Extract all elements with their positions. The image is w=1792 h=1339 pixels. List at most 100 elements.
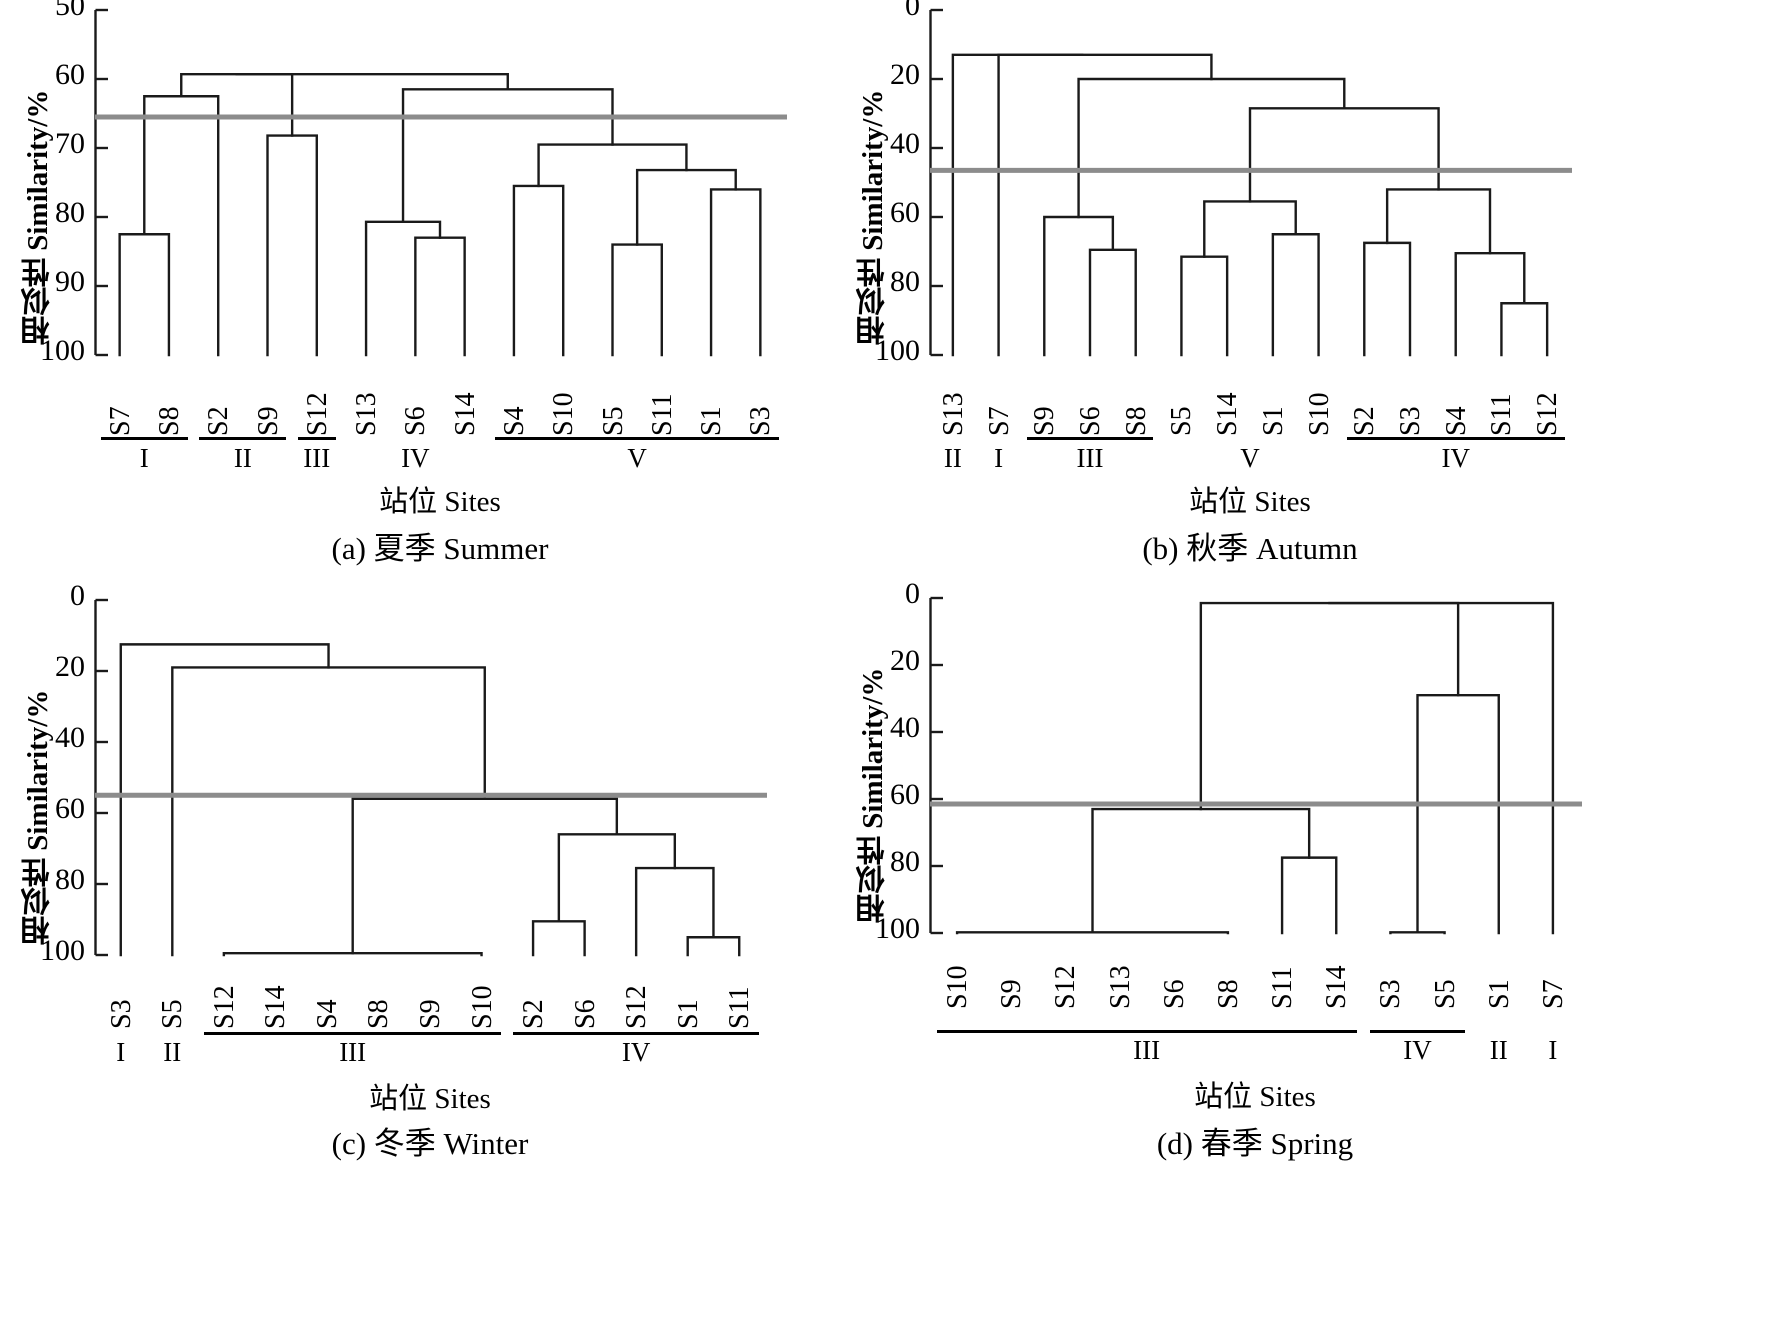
group-label-b-IV: IV [1441,443,1470,473]
leaf-label-c-5: S8 [363,999,395,1029]
y-tick-c-80: 80 [55,863,85,896]
y-tick-a-70: 70 [55,127,85,160]
group-label-a-V: V [627,443,647,473]
group-bar-a-I [100,437,188,440]
leaf-label-c-9: S6 [569,999,601,1029]
leaf-label-d-7: S14 [1321,965,1353,1009]
panel-caption-d: (d) 春季 Spring [1156,1126,1354,1161]
leaf-label-c-10: S12 [621,985,653,1029]
leaf-label-a-11: S11 [646,393,678,436]
leaf-label-b-10: S3 [1395,406,1426,436]
leaf-label-b-9: S2 [1349,406,1381,436]
leaf-label-a-8: S4 [498,406,530,436]
x-axis-title-d: 站位 Sites [1194,1081,1316,1113]
leaf-label-d-11: S7 [1537,979,1569,1009]
y-tick-a-60: 60 [55,58,85,91]
group-label-c-II: II [163,1037,182,1067]
leaf-label-a-5: S13 [351,392,383,436]
leaf-label-d-10: S1 [1483,979,1515,1009]
leaf-label-b-5: S5 [1166,406,1198,436]
dendrogram-plot-c [94,598,767,957]
leaf-label-b-7: S1 [1257,406,1289,436]
group-label-d-I: I [1548,1035,1558,1065]
leaf-label-a-12: S1 [696,406,728,436]
dendrogram-plot-b [929,8,1572,357]
y-tick-c-0: 0 [70,579,85,612]
leaf-label-c-2: S12 [208,985,240,1029]
group-bar-d-III [936,1030,1357,1033]
leaf-label-d-4: S6 [1158,979,1190,1009]
leaf-label-a-7: S14 [449,392,481,436]
y-tick-d-60: 60 [890,778,920,811]
x-axis-title-b: 站位 Sites [1189,486,1311,518]
y-tick-a-80: 80 [55,196,85,229]
leaf-label-a-4: S12 [301,392,333,436]
leaf-label-b-12: S11 [1486,393,1518,436]
x-axis-title-c: 站位 Sites [369,1083,491,1115]
y-tick-b-0: 0 [905,0,920,22]
group-label-d-IV: IV [1403,1035,1432,1065]
leaf-label-c-3: S14 [260,985,292,1029]
group-label-c-I: I [116,1037,126,1067]
leaf-label-d-5: S8 [1212,979,1244,1009]
group-label-b-I: I [994,443,1004,473]
leaf-label-c-12: S11 [724,986,756,1029]
leaf-label-a-9: S10 [548,392,580,436]
leaf-label-c-0: S3 [105,999,137,1029]
group-label-d-II: II [1489,1035,1508,1065]
group-label-c-III: III [339,1037,367,1067]
group-bar-c-III [204,1032,502,1035]
panel-caption-a: (a) 夏季 Summer [331,531,549,566]
group-bar-a-III [298,437,336,440]
leaf-label-a-0: S7 [104,406,136,436]
leaf-label-b-3: S6 [1075,406,1106,436]
leaf-label-a-3: S9 [252,406,284,436]
group-label-d-III: III [1133,1035,1161,1065]
y-tick-a-50: 50 [55,0,85,22]
leaf-label-c-8: S2 [518,999,550,1029]
y-tick-c-100: 100 [40,934,85,967]
leaf-label-b-0: S13 [937,392,969,436]
y-tick-b-80: 80 [890,265,920,298]
leaf-label-b-11: S4 [1440,406,1472,436]
leaf-label-d-1: S9 [996,979,1028,1009]
dendrogram-plot-a [94,8,787,357]
leaf-label-a-6: S6 [400,406,432,436]
group-label-b-III: III [1076,443,1104,473]
group-bar-c-IV [513,1032,759,1035]
dendrogram-plot-d [929,596,1582,935]
panel-caption-c: (c) 冬季 Winter [331,1126,529,1161]
leaf-label-b-4: S8 [1120,406,1152,436]
y-tick-a-100: 100 [40,334,85,367]
y-tick-d-100: 100 [875,912,920,945]
panel-caption-b: (b) 秋季 Autumn [1142,531,1358,566]
group-label-a-III: III [303,443,331,473]
y-tick-b-20: 20 [890,58,920,91]
y-tick-c-20: 20 [55,650,85,683]
group-bar-a-V [495,437,780,440]
leaf-label-c-6: S9 [415,999,446,1029]
y-tick-c-40: 40 [55,721,85,754]
leaf-label-d-3: S13 [1104,965,1136,1009]
group-label-a-IV: IV [401,443,430,473]
leaf-label-d-9: S5 [1429,979,1461,1009]
leaf-label-b-1: S7 [983,406,1015,436]
leaf-label-a-13: S3 [745,406,777,436]
group-bar-d-IV [1369,1030,1466,1033]
leaf-label-d-0: S10 [942,965,974,1009]
y-tick-d-20: 20 [890,644,920,677]
leaf-label-c-7: S10 [466,985,498,1029]
leaf-label-c-4: S4 [311,999,343,1029]
y-tick-d-80: 80 [890,845,920,878]
leaf-label-b-6: S14 [1212,392,1244,436]
leaf-label-c-1: S5 [157,999,189,1029]
group-bar-a-II [199,437,287,440]
group-label-b-V: V [1240,443,1260,473]
group-bar-b-III [1026,437,1154,440]
leaf-label-b-8: S10 [1303,392,1335,436]
leaf-label-b-2: S9 [1029,406,1061,436]
leaf-label-d-6: S11 [1267,966,1299,1009]
y-tick-b-100: 100 [875,334,920,367]
y-tick-d-0: 0 [905,577,920,610]
group-label-b-II: II [943,443,962,473]
